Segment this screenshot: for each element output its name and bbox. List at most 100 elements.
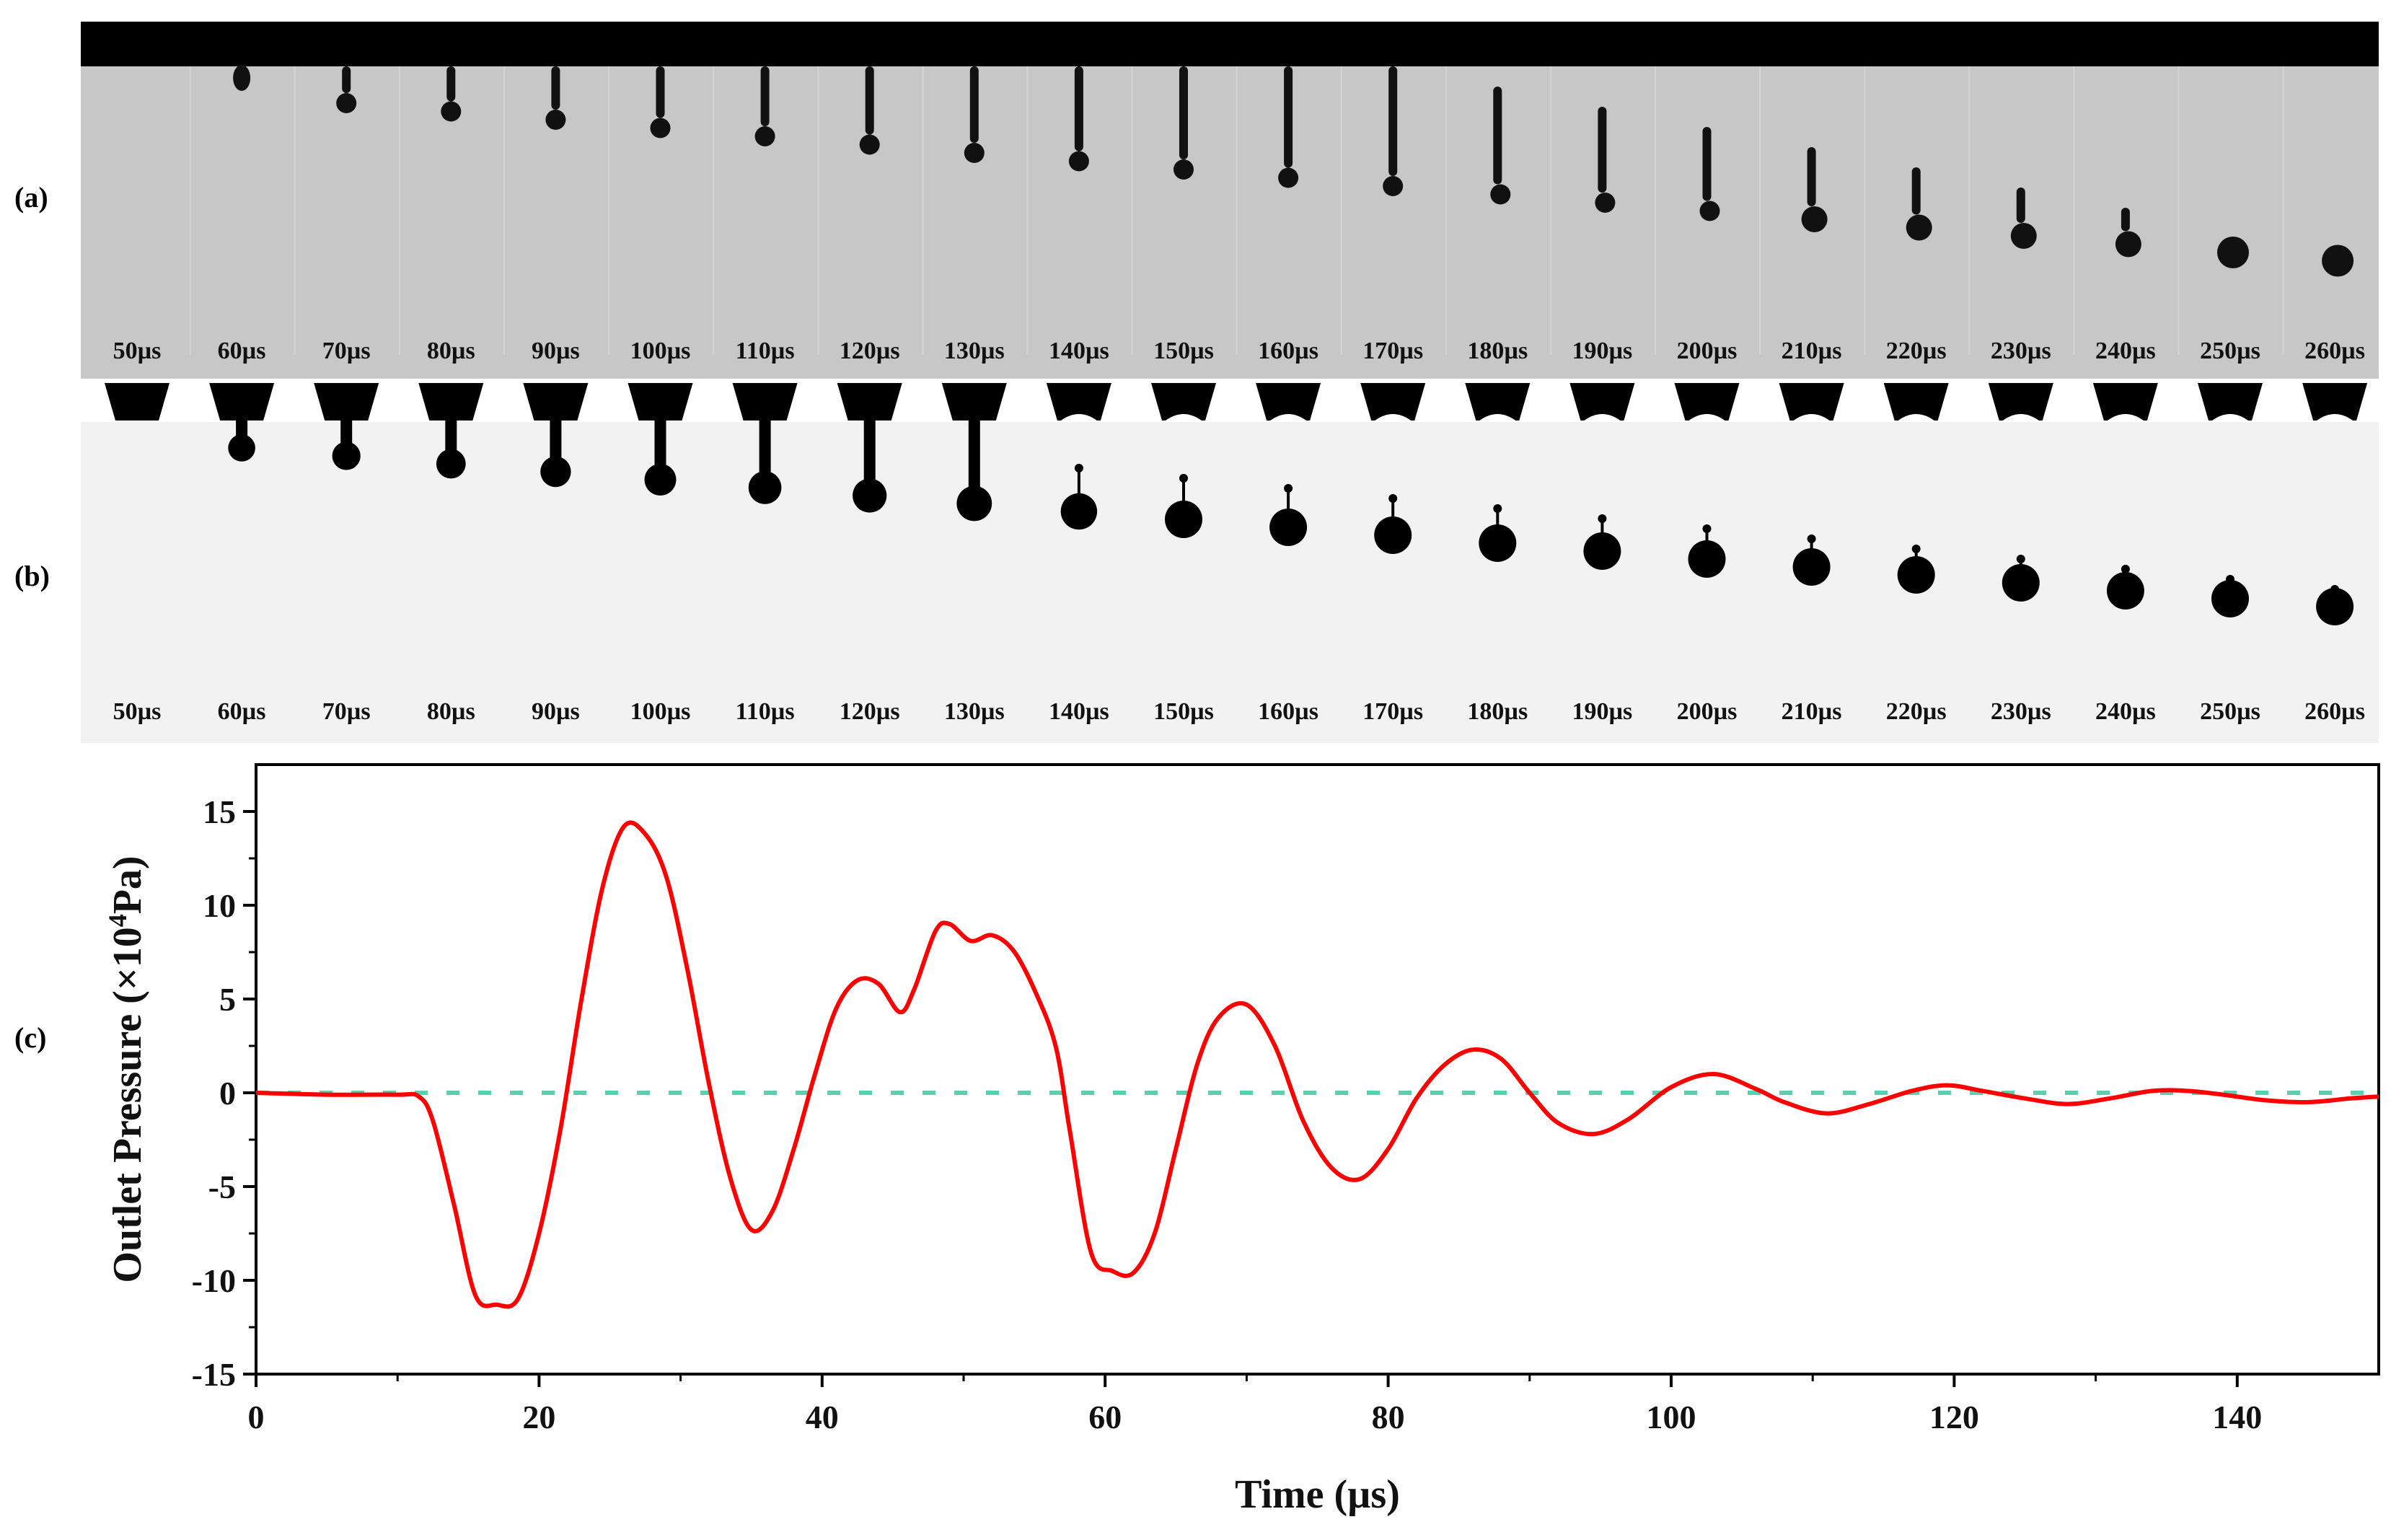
x-tick-label: 120 xyxy=(1929,1399,1979,1435)
droplet-frame-a xyxy=(1968,66,2037,355)
droplet-frame-b xyxy=(1988,383,2053,602)
time-label: 180µs xyxy=(1467,338,1528,364)
time-label: 220µs xyxy=(1885,338,1947,364)
time-label: 200µs xyxy=(1676,338,1738,364)
time-label: 230µs xyxy=(1990,338,2051,364)
panel-label-a: (a) xyxy=(14,181,48,214)
time-label: 140µs xyxy=(1048,338,1109,364)
time-label: 110µs xyxy=(735,698,795,725)
droplet-frame-b xyxy=(837,383,902,513)
x-tick-label: 100 xyxy=(1647,1399,1696,1435)
time-label: 110µs xyxy=(735,338,795,364)
droplet-frame-a xyxy=(294,66,357,355)
droplet-frame-a xyxy=(2178,66,2249,355)
time-label: 80µs xyxy=(426,338,475,364)
y-tick-label: -15 xyxy=(192,1356,236,1393)
droplet-frame-b xyxy=(732,383,798,504)
time-label: 250µs xyxy=(2200,698,2260,725)
time-label: 70µs xyxy=(322,698,371,725)
droplet-frame-a xyxy=(1864,66,1932,355)
droplet-frame-a xyxy=(1759,66,1828,355)
y-axis-label: Outlet Pressure (×104Pa) xyxy=(103,855,150,1282)
y-tick-label: -5 xyxy=(208,1169,236,1205)
droplet-frame-a xyxy=(1340,66,1404,355)
droplet-frame-b xyxy=(2302,383,2368,625)
y-tick-label: 10 xyxy=(203,887,236,924)
time-label: 130µs xyxy=(943,338,1005,364)
time-label: 130µs xyxy=(943,698,1005,725)
droplet-frame-b xyxy=(1256,383,1321,546)
droplet-frame-a xyxy=(1236,66,1299,355)
outlet-pressure-series xyxy=(255,820,2379,1309)
droplet-frame-a xyxy=(1445,66,1511,355)
x-tick-label: 40 xyxy=(806,1399,839,1435)
droplet-frame-a xyxy=(608,66,671,355)
simulation-droplet-frames xyxy=(81,379,2379,625)
time-label: 190µs xyxy=(1572,698,1633,725)
time-label: 50µs xyxy=(113,338,162,364)
droplet-frame-a xyxy=(1655,66,1720,355)
droplet-frame-b xyxy=(2198,383,2263,617)
droplet-frame-b xyxy=(1465,383,1531,562)
droplet-frame-a xyxy=(713,66,775,355)
droplet-frame-b xyxy=(1151,383,1216,538)
droplet-frame-b xyxy=(2092,383,2158,610)
time-label: 210µs xyxy=(1781,698,1842,725)
droplet-frame-b xyxy=(105,383,169,421)
time-label: 210µs xyxy=(1781,338,1842,364)
time-label: 200µs xyxy=(1676,698,1738,725)
time-label: 160µs xyxy=(1258,698,1318,725)
time-label: 170µs xyxy=(1362,698,1424,725)
experimental-image-strip xyxy=(81,22,2379,379)
x-tick-label: 0 xyxy=(248,1399,265,1435)
time-label: 150µs xyxy=(1153,338,1214,364)
time-label: 230µs xyxy=(1990,698,2051,725)
time-label: 80µs xyxy=(426,698,475,725)
droplet-frame-b xyxy=(1674,383,1740,578)
droplet-frame-a xyxy=(922,66,985,355)
time-label: 90µs xyxy=(531,698,580,725)
time-label: 70µs xyxy=(322,338,371,364)
droplet-frame-a xyxy=(1550,66,1616,355)
time-label: 260µs xyxy=(2304,338,2365,364)
time-label: 190µs xyxy=(1572,338,1633,364)
time-label: 240µs xyxy=(2095,338,2156,364)
droplet-frame-b xyxy=(1569,383,1635,570)
droplet-frame-a xyxy=(2282,66,2354,355)
time-label: 100µs xyxy=(630,338,691,364)
time-label: 120µs xyxy=(839,698,900,725)
simulation-image-strip xyxy=(81,379,2379,743)
droplet-frame-b xyxy=(314,383,379,470)
time-label: 150µs xyxy=(1153,698,1214,725)
time-label: 160µs xyxy=(1258,338,1318,364)
droplet-frame-b xyxy=(1360,383,1426,554)
time-label: 180µs xyxy=(1467,698,1528,725)
droplet-frame-a xyxy=(1131,66,1194,355)
time-label: 90µs xyxy=(531,338,580,364)
droplet-frame-a xyxy=(2073,66,2141,355)
droplet-frame-a xyxy=(817,66,880,355)
time-label: 260µs xyxy=(2304,698,2365,725)
panel-label-c: (c) xyxy=(14,1021,47,1054)
droplet-frame-b xyxy=(418,383,484,479)
droplet-frame-b xyxy=(1046,383,1111,530)
droplet-frame-b xyxy=(628,383,693,496)
x-axis-label: Time (µs) xyxy=(1235,1472,1400,1517)
plot-area-frame xyxy=(255,763,2380,1376)
time-label: 140µs xyxy=(1048,698,1109,725)
y-tick-label: 15 xyxy=(203,793,236,830)
droplet-frame-a xyxy=(503,66,566,355)
droplet-frame-b xyxy=(523,383,589,488)
droplet-frame-a xyxy=(1026,66,1089,355)
droplet-frame-b xyxy=(941,383,1007,522)
droplet-frame-b xyxy=(1883,383,1949,594)
y-tick-label: 5 xyxy=(219,981,236,1018)
time-label: 50µs xyxy=(113,698,162,725)
time-label: 120µs xyxy=(839,338,900,364)
droplet-frame-b xyxy=(1779,383,1844,586)
x-tick-label: 140 xyxy=(2212,1399,2262,1435)
droplet-frame-a xyxy=(189,65,251,355)
y-tick-label: -10 xyxy=(192,1262,236,1299)
experimental-droplet-frames xyxy=(81,22,2379,355)
time-label: 250µs xyxy=(2200,338,2260,364)
